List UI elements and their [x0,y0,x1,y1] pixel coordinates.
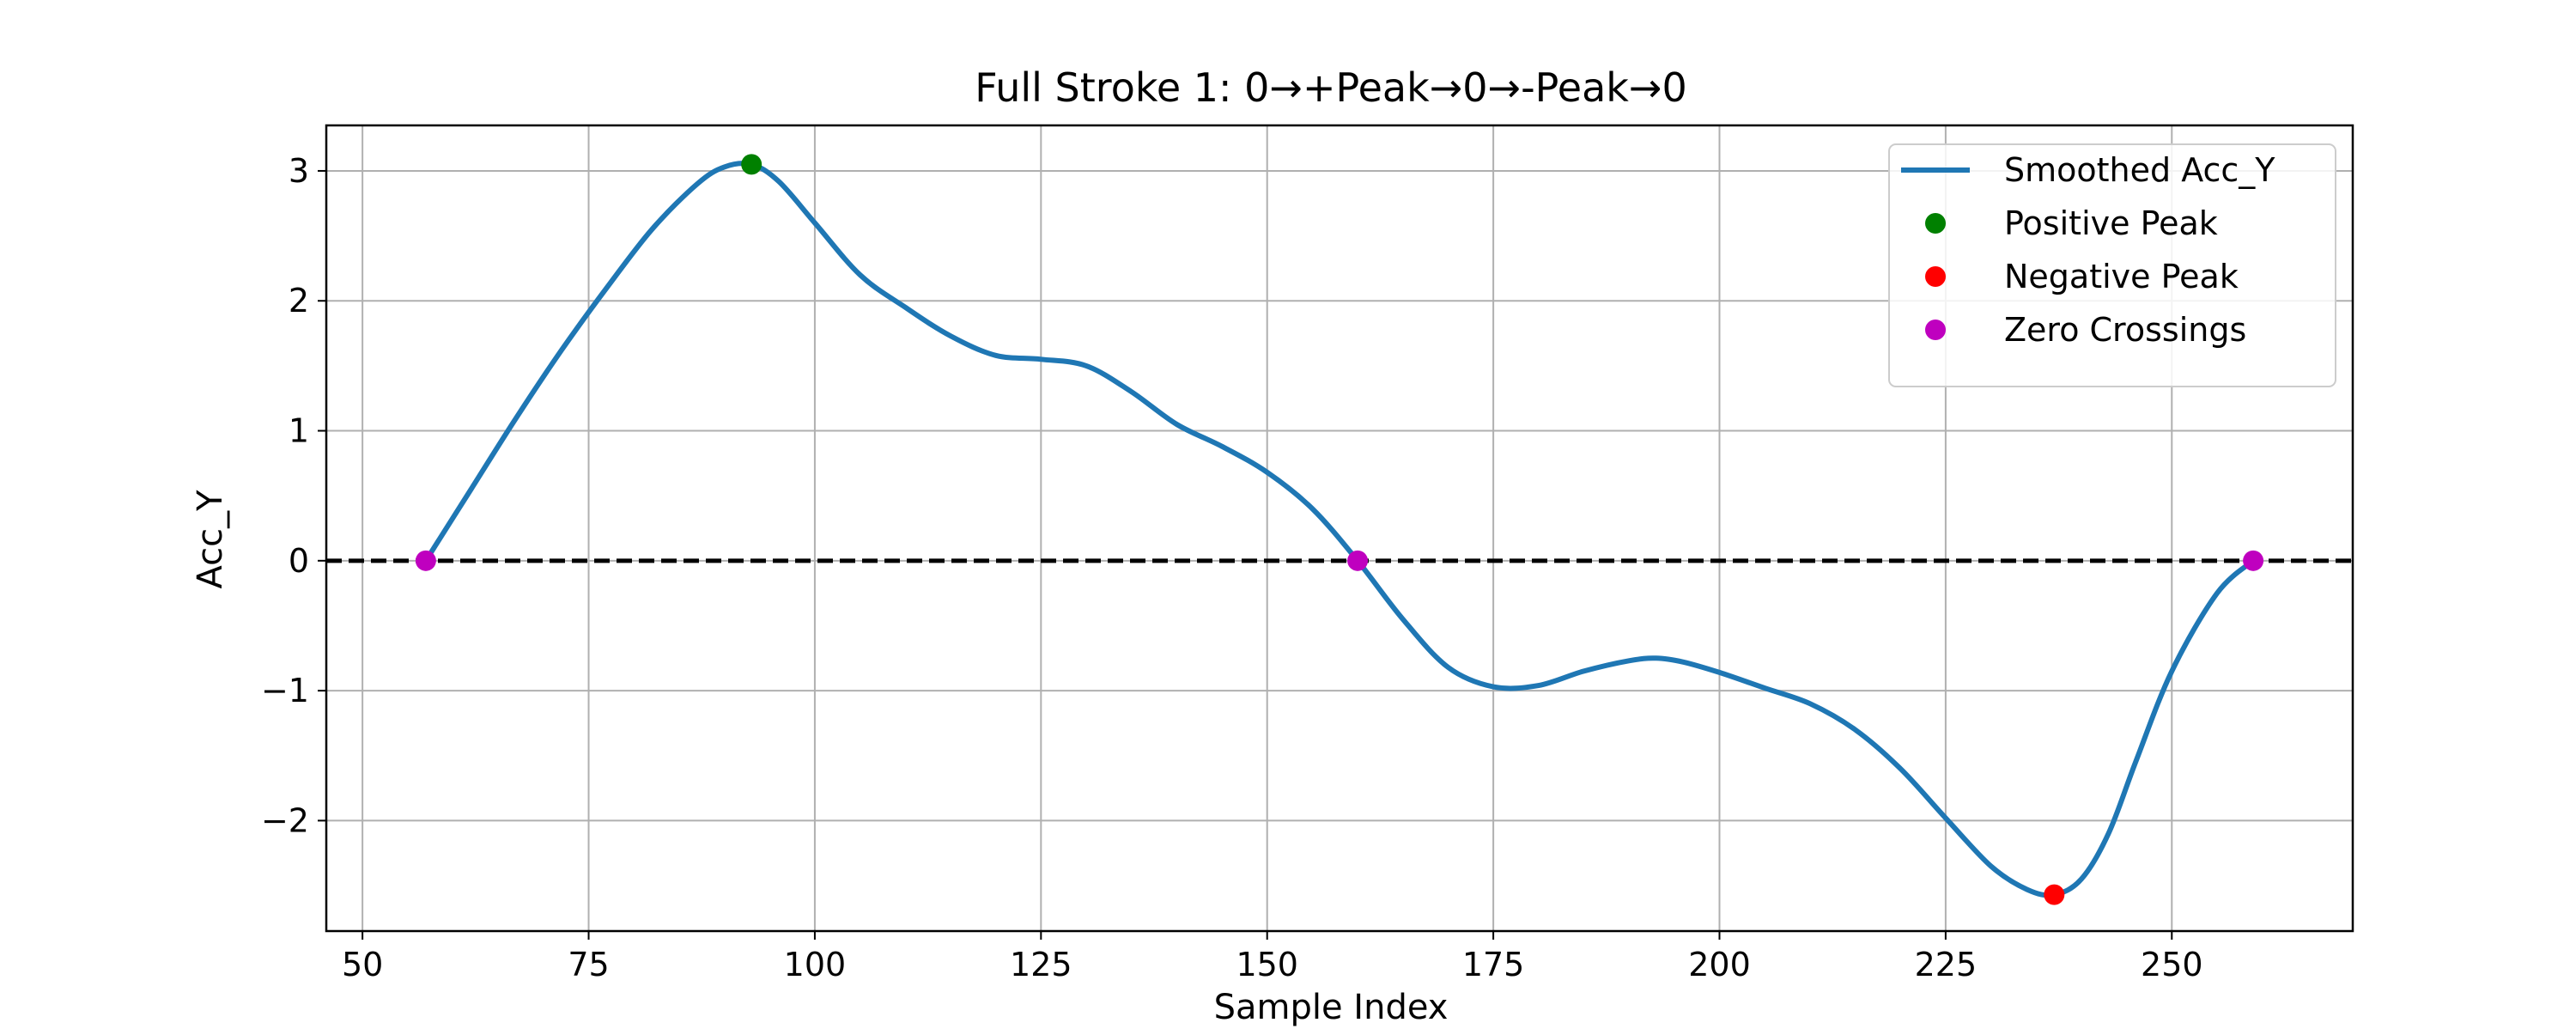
marker-layer [415,154,2264,905]
x-tick-label: 150 [1236,946,1298,983]
x-tick-label: 125 [1010,946,1072,983]
x-tick-label: 225 [1915,946,1978,983]
x-tick-label: 200 [1688,946,1751,983]
series-layer [422,161,2257,898]
y-tick-label: 2 [289,282,309,320]
marker-zero-crossings [415,550,436,571]
x-tick-label: 175 [1462,946,1525,983]
legend-swatch-zero-crossings [1925,320,1946,340]
legend-box [1888,143,2336,387]
marker-zero-crossings [2243,550,2264,571]
legend-label-zero-crossings: Zero Crossings [2004,311,2246,349]
series-line-smoothed-acc-y [422,161,2257,898]
y-tick-label: 3 [289,152,309,190]
x-tick-label: 50 [342,946,383,983]
x-tick-label: 250 [2141,946,2203,983]
legend-label-negative-peak: Negative Peak [2004,258,2239,295]
y-axis-label: Acc_Y [191,490,230,589]
y-tick-label: 0 [289,542,309,580]
y-tick-label: −1 [261,672,309,709]
plot-frame [325,124,2354,933]
marker-positive-peak [741,154,762,175]
legend: Smoothed Acc_Y Positive Peak Negative Peak… [1888,143,2336,387]
legend-swatch-positive-peak [1925,213,1946,234]
y-tick-label: −2 [261,801,309,839]
chart-title: Full Stroke 1: 0→+Peak→0→-Peak→0 [975,64,1686,111]
y-tick-label: 1 [289,412,309,450]
marker-negative-peak [2044,884,2065,905]
legend-label-smoothed-acc-y: Smoothed Acc_Y [2004,151,2275,189]
axis-ticks: 50 75 100 125 150 175 200 225 250 −2 −1 0 1 2 3 [261,152,2203,983]
marker-zero-crossings [1347,550,1369,571]
x-tick-label: 75 [568,946,609,983]
legend-swatch-negative-peak [1925,266,1946,287]
legend-label-positive-peak: Positive Peak [2004,204,2218,242]
x-tick-label: 100 [784,946,847,983]
x-axis-label: Sample Index [1214,988,1449,1027]
